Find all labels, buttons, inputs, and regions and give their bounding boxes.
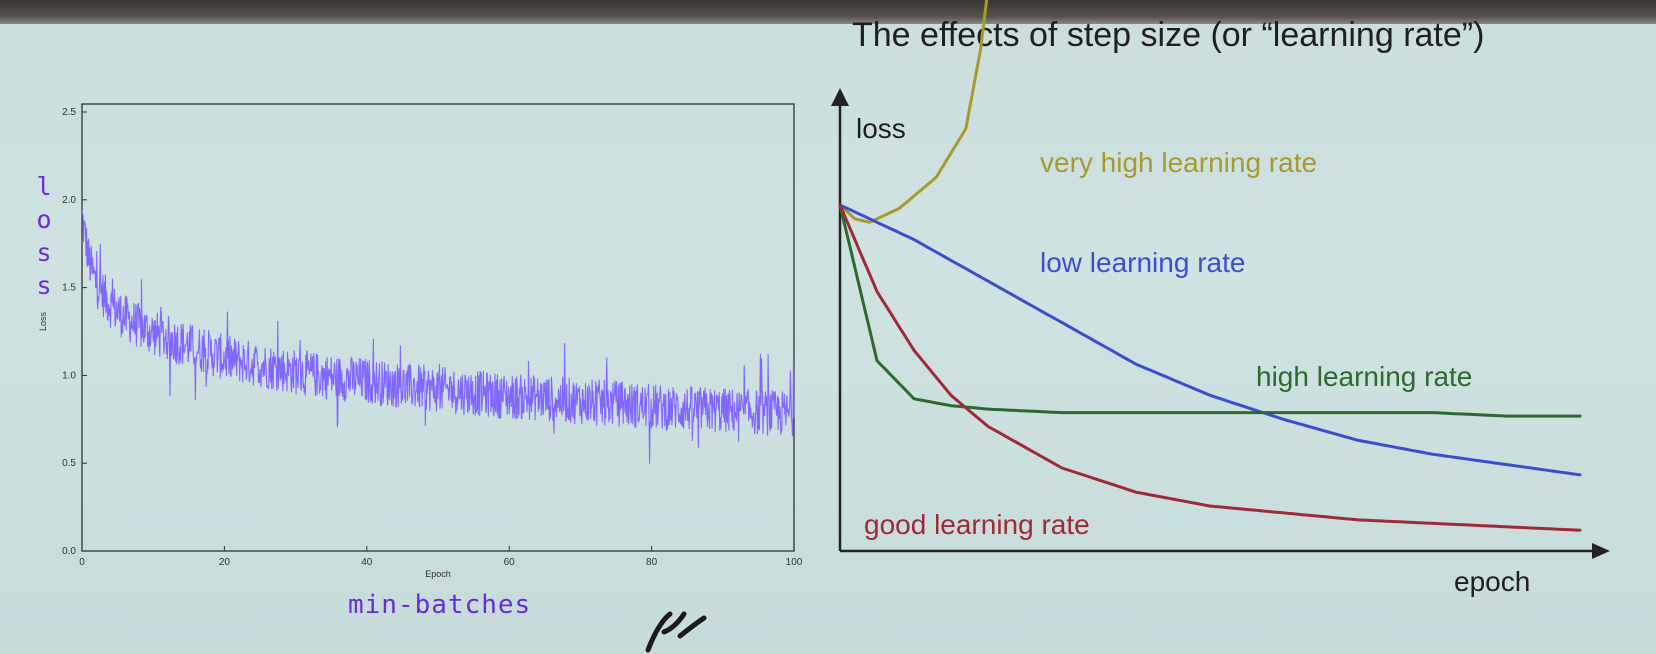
x-axis-arrowhead	[1592, 543, 1610, 559]
annotation-letter: s	[36, 271, 52, 300]
annotation-letter: l	[36, 172, 52, 201]
good-lr-curve	[838, 203, 1582, 532]
y-tick-label: 0.0	[62, 546, 76, 557]
x-tick-label: 100	[786, 557, 803, 568]
low-lr-curve	[838, 203, 1582, 477]
annotation-letter: s	[36, 238, 52, 267]
y-axis-label: Loss	[38, 311, 48, 331]
y-tick-label: 1.0	[62, 370, 76, 381]
loss-series-line	[81, 210, 795, 464]
annotation-letter: o	[36, 205, 52, 234]
slide-top-edge	[0, 0, 1656, 24]
good-lr-label: good learning rate	[864, 509, 1090, 540]
y-tick-label: 1.5	[62, 283, 76, 294]
very-high-lr-label: very high learning rate	[1040, 147, 1317, 178]
x-axis-label: Epoch	[425, 569, 451, 579]
plot-frame	[81, 103, 795, 552]
y-tick-label: 2.5	[62, 107, 76, 118]
right-x-axis-label: epoch	[1454, 566, 1530, 597]
y-axis-arrowhead	[831, 88, 849, 106]
x-tick-label: 80	[646, 557, 658, 568]
handwritten-minibatches-annotation: min-batches	[348, 590, 532, 620]
very-high-lr-curve	[838, 0, 989, 224]
y-tick-label: 0.5	[62, 458, 76, 469]
x-tick-label: 0	[79, 557, 85, 568]
x-tick-label: 20	[219, 557, 231, 568]
high-lr-label: high learning rate	[1256, 361, 1472, 392]
y-tick-label: 2.0	[62, 195, 76, 206]
right-y-axis-label: loss	[856, 113, 906, 144]
x-tick-label: 40	[361, 557, 373, 568]
x-tick-label: 60	[504, 557, 516, 568]
handwriting-scribble	[645, 611, 707, 653]
slide-title: The effects of step size (or “learning r…	[852, 16, 1485, 54]
low-lr-label: low learning rate	[1040, 247, 1245, 278]
